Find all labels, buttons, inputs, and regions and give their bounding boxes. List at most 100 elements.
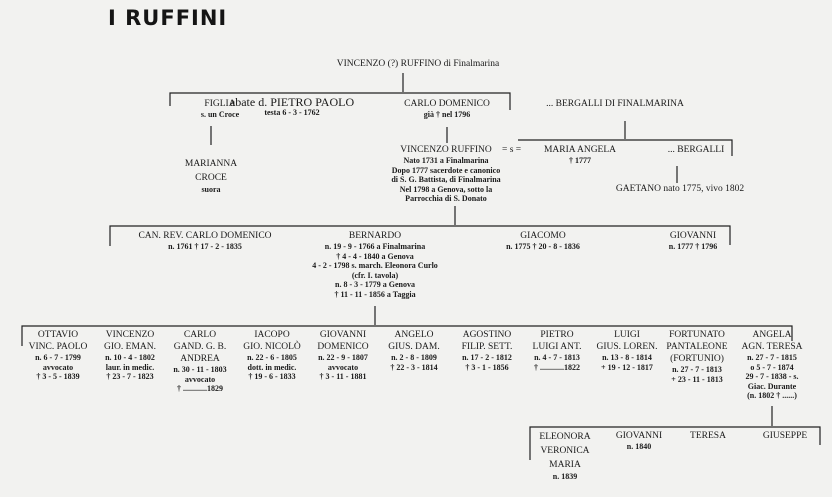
- person-name: MARIA ANGELA: [543, 145, 617, 155]
- person-giovanni3: GIOVANNI n. 1840: [616, 430, 662, 452]
- person-detail: † 3 - 1 - 1856: [465, 362, 509, 372]
- person-name: abate d. PIETRO PAOLO: [229, 95, 355, 109]
- person-gaetano: GAETANO nato 1775, vivo 1802: [616, 183, 744, 195]
- person-can-carlo: CAN. REV. CARLO DOMENICO n. 1761 † 17 - 2…: [138, 230, 271, 252]
- person-detail: avvocato: [327, 362, 359, 372]
- person-detail: Parrocchia di S. Donato: [405, 194, 487, 204]
- person-name: GIOVANNI: [615, 431, 663, 441]
- person-detail: n. 1761 † 17 - 2 - 1835: [168, 242, 242, 251]
- person-detail: Nato 1731 a Finalmarina: [403, 156, 489, 165]
- person-bergalli-root: ... BERGALLI DI FINALMARINA: [546, 98, 684, 110]
- connector: [109, 225, 731, 246]
- person-detail: n. 27 - 7 - 1815: [747, 353, 797, 362]
- person-marianna: MARIANNA CROCE suora: [185, 157, 237, 195]
- person-detail: n. 1777 † 1796: [668, 242, 718, 251]
- person-eleonora: ELEONORA VERONICA MARIA n. 1839: [539, 430, 590, 482]
- person-detail: † 22 - 3 - 1814: [390, 362, 438, 372]
- person-detail: † ............1822: [534, 362, 580, 372]
- person-detail: n. 6 - 7 - 1799: [35, 353, 81, 362]
- person-name: VINCENZO: [105, 330, 155, 340]
- person-detail: (n. 1802 † ......): [747, 391, 797, 401]
- person-detail: n. 22 - 9 - 1807: [318, 353, 368, 362]
- person-detail: 4 - 2 - 1798 s. march. Eleonora Curlo: [312, 261, 438, 271]
- person-luigi: LUIGI GIUS. LOREN. n. 13 - 8 - 1814 + 19 - …: [597, 329, 658, 372]
- person-detail: n. 13 - 8 - 1814: [602, 353, 652, 362]
- person-detail: PANTALEONE: [666, 342, 728, 352]
- person-name: CAN. REV. CARLO DOMENICO: [138, 231, 272, 241]
- person-name: ... BERGALLI: [667, 145, 725, 155]
- person-detail: + 23 - 11 - 1813: [671, 374, 723, 384]
- person-root: VINCENZO (?) RUFFINO di Finalmarina: [337, 58, 500, 70]
- person-name: GIOVANNI: [669, 231, 717, 241]
- person-name: FORTUNATO: [669, 330, 725, 340]
- person-detail: GIUS. DAM.: [388, 342, 440, 352]
- person-teresa: TERESA: [690, 430, 726, 442]
- person-marriage: = s =: [502, 144, 521, 156]
- person-name: FIGLIA: [204, 99, 236, 109]
- person-detail: n. 27 - 7 - 1813: [672, 365, 722, 374]
- person-detail: laur. in medic.: [105, 362, 155, 372]
- person-detail: n. 30 - 11 - 1803: [173, 365, 227, 374]
- person-maria-angela: MARIA ANGELA † 1777: [544, 144, 616, 166]
- person-detail: FILIP. SETT.: [461, 342, 513, 352]
- person-name: ANGELA: [752, 330, 792, 340]
- connector: [21, 325, 793, 346]
- person-fortunato: FORTUNATO PANTALEONE (FORTUNIO) n. 27 - 7 -…: [666, 329, 727, 384]
- person-detail: † 11 - 11 - 1856 a Taggia: [334, 289, 416, 299]
- connector: [518, 139, 733, 156]
- person-name: LUIGI: [614, 330, 640, 340]
- person-detail: n. 8 - 3 - 1779 a Genova: [335, 280, 415, 290]
- person-ottavio: OTTAVIO VINC. PAOLO n. 6 - 7 - 1799 avvocat…: [29, 329, 88, 382]
- person-detail: avvocato: [184, 374, 216, 384]
- person-detail: n. 17 - 2 - 1812: [462, 353, 512, 362]
- person-name: ... BERGALLI DI FINALMARINA: [546, 99, 684, 109]
- person-vincenzo-ruffino: VINCENZO RUFFINO Nato 1731 a Finalmarina D…: [391, 144, 500, 204]
- person-detail: testa 6 - 3 - 1762: [264, 108, 320, 117]
- person-detail: DOMENICO: [317, 342, 369, 352]
- person-detail: Giac. Durante: [747, 381, 797, 391]
- person-giovanni2: GIOVANNI DOMENICO n. 22 - 9 - 1807 avvocato…: [317, 329, 368, 382]
- person-pietro-paolo: abate d. PIETRO PAOLO testa 6 - 3 - 1762: [230, 96, 354, 118]
- person-name: ELEONORA: [539, 432, 591, 442]
- person-detail: n. 1839: [552, 472, 578, 481]
- person-detail: † 23 - 7 - 1823: [106, 372, 154, 382]
- person-name: MARIANNA: [184, 159, 238, 169]
- person-detail: † 3 - 11 - 1881: [319, 372, 367, 382]
- person-vincenzo2: VINCENZO GIO. EMAN. n. 10 - 4 - 1802 laur. …: [104, 329, 156, 382]
- person-bernardo: BERNARDO n. 19 - 9 - 1766 a Finalmarina † …: [312, 230, 438, 300]
- person-iacopo: IACOPO GIO. NICOLÒ n. 22 - 6 - 1805 dott. i…: [243, 329, 301, 382]
- person-agostino: AGOSTINO FILIP. SETT. n. 17 - 2 - 1812 † 3 …: [462, 329, 513, 372]
- connector: [169, 92, 511, 110]
- person-detail: già † nel 1796: [423, 110, 471, 119]
- person-detail: Nel 1798 a Genova, sotto la: [399, 184, 493, 194]
- person-detail: GIO. NICOLÒ: [243, 342, 301, 352]
- person-giacomo: GIACOMO n. 1775 † 20 - 8 - 1836: [506, 230, 580, 252]
- person-detail: GIO. EMAN.: [104, 342, 156, 352]
- person-name: CARLO: [183, 330, 217, 340]
- person-detail: n. 2 - 8 - 1809: [391, 353, 437, 362]
- person-angela: ANGELA AGN. TERESA n. 27 - 7 - 1815 o 5 - 7…: [741, 329, 802, 401]
- person-name: GAETANO nato 1775, vivo 1802: [615, 184, 745, 194]
- person-pietro: PIETRO LUIGI ANT. n. 4 - 7 - 1813 † .......…: [533, 329, 582, 372]
- person-detail: Dopo 1777 sacerdote e canonico: [391, 165, 501, 175]
- person-name: TERESA: [690, 431, 726, 441]
- person-detail: n. 10 - 4 - 1802: [105, 353, 155, 362]
- person-detail: CROCE: [195, 173, 227, 183]
- person-detail: † 4 - 4 - 1840 a Genova: [336, 251, 414, 261]
- person-detail: AGN. TERESA: [741, 342, 803, 352]
- person-bergalli: ... BERGALLI: [668, 144, 724, 156]
- person-name: BERNARDO: [348, 231, 402, 241]
- person-carlo-domenico: CARLO DOMENICO già † nel 1796: [404, 98, 490, 120]
- person-name: OTTAVIO: [37, 330, 79, 340]
- person-detail: MARIA: [549, 460, 581, 470]
- person-name: PIETRO: [540, 330, 574, 340]
- connector: [529, 426, 821, 460]
- person-name: CARLO DOMENICO: [404, 99, 490, 109]
- person-detail: (cfr. I. tavola): [351, 270, 399, 280]
- person-name: ANGELO: [394, 330, 434, 340]
- person-detail: n. 4 - 7 - 1813: [534, 353, 580, 362]
- person-name: GIACOMO: [520, 231, 566, 241]
- person-detail: 29 - 7 - 1838 - s.: [745, 372, 799, 382]
- person-name: GIOVANNI: [319, 330, 367, 340]
- person-name: VINCENZO (?) RUFFINO di Finalmarina: [336, 59, 500, 69]
